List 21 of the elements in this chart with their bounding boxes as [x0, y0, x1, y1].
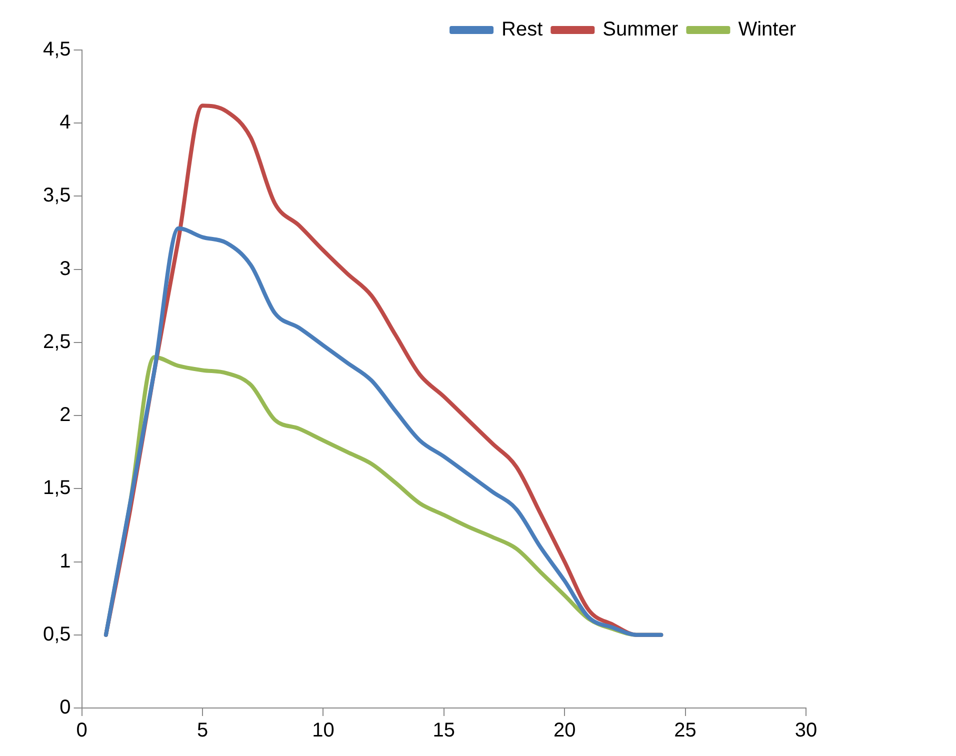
y-tick-label: 3	[60, 258, 71, 280]
y-tick-label: 0	[60, 696, 71, 719]
legend-label: Winter	[738, 18, 796, 41]
y-tick-label: 1	[60, 550, 71, 572]
y-tick-label: 4	[60, 112, 71, 134]
x-tick-label: 5	[196, 720, 208, 742]
y-tick-label: 3,5	[42, 184, 71, 207]
x-tick-label: 0	[76, 720, 88, 742]
legend-label: Rest	[502, 18, 544, 41]
x-tick-label: 25	[674, 720, 696, 742]
x-tick-label: 10	[312, 720, 334, 742]
x-tick-label: 30	[794, 720, 818, 742]
y-tick-label: 2	[60, 404, 71, 426]
y-tick-label: 1,5	[42, 477, 71, 500]
x-tick-label: 15	[432, 720, 456, 742]
x-tick-label: 20	[553, 720, 576, 742]
y-tick-label: 0,5	[42, 623, 71, 646]
y-tick-label: 4,5	[42, 38, 71, 61]
y-tick-label: 2,5	[42, 330, 71, 353]
line-series	[104, 226, 664, 637]
legend-label: Summer	[602, 18, 679, 41]
